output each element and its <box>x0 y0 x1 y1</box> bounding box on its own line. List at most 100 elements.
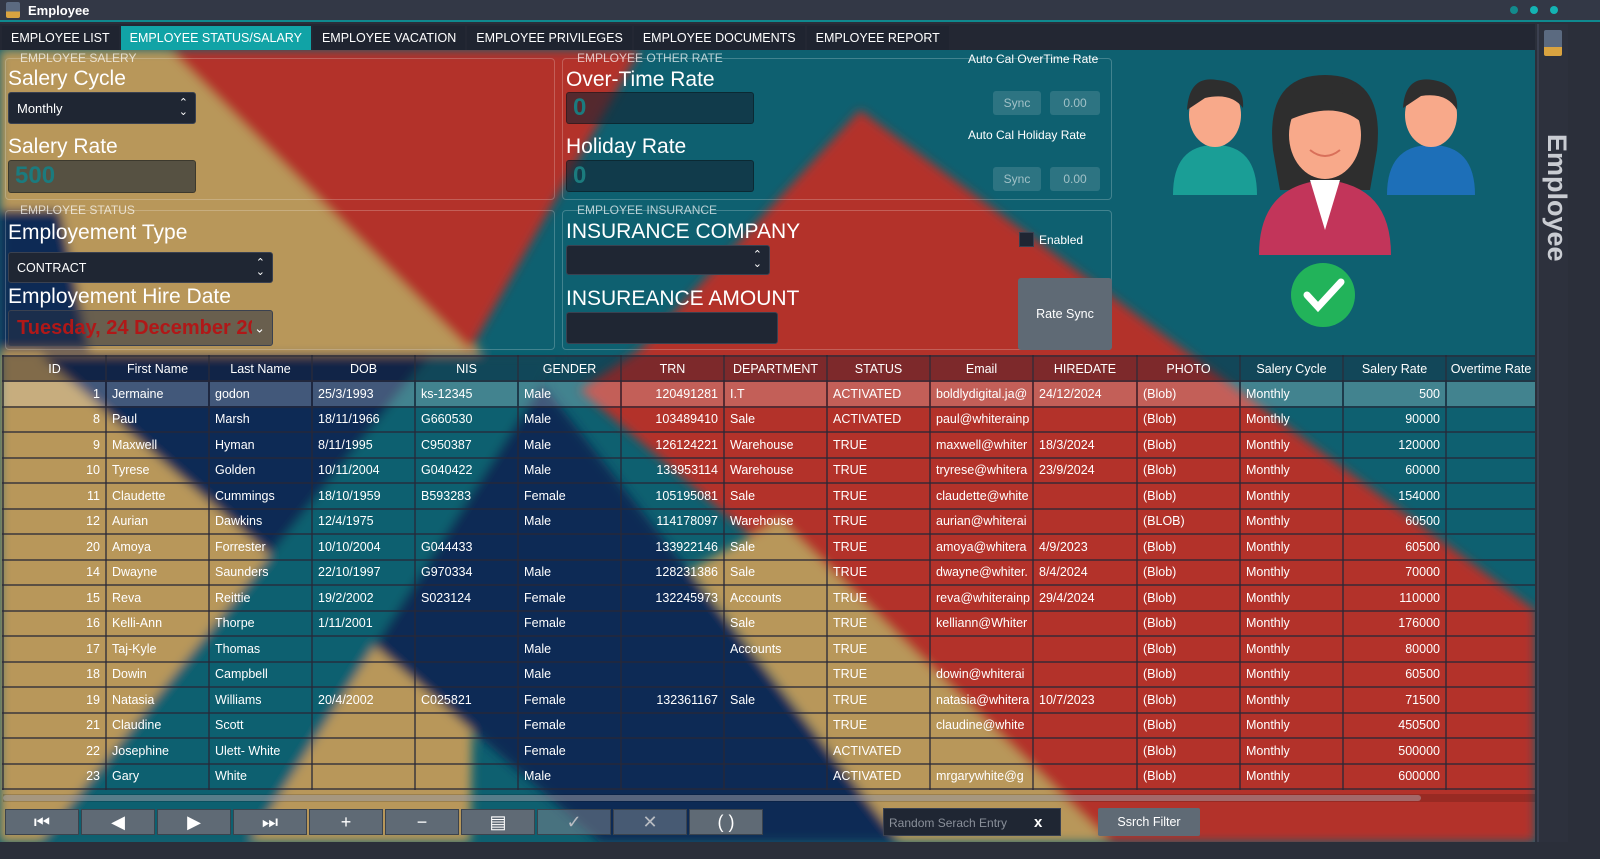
table-cell[interactable]: Claudette <box>105 482 210 510</box>
table-cell[interactable]: Monthly <box>1239 584 1344 612</box>
table-cell[interactable] <box>1032 762 1138 790</box>
table-cell[interactable]: Sale <box>723 482 828 510</box>
table-cell[interactable]: (Blob) <box>1136 711 1241 739</box>
table-cell[interactable]: 25/3/1993 <box>311 380 416 408</box>
table-cell[interactable]: 16 <box>2 609 107 637</box>
table-cell[interactable]: Gary <box>105 762 210 790</box>
table-cell[interactable]: 500 <box>1342 380 1447 408</box>
table-cell[interactable]: ACTIVATED <box>826 380 931 408</box>
table-cell[interactable]: 19/2/2002 <box>311 584 416 612</box>
refresh-record-button[interactable]: ( ) <box>689 809 763 835</box>
table-cell[interactable] <box>414 635 519 663</box>
tab-employee-list[interactable]: EMPLOYEE LIST <box>2 26 119 50</box>
table-cell[interactable]: TRUE <box>826 686 931 714</box>
table-cell[interactable]: (Blob) <box>1136 737 1241 765</box>
table-cell[interactable]: White <box>208 762 313 790</box>
table-cell[interactable]: 60000 <box>1342 456 1447 484</box>
table-row[interactable]: 21 Claudine Scott Female TRUE claudine@white (… <box>2 711 1535 739</box>
table-cell[interactable] <box>620 635 725 663</box>
table-cell[interactable] <box>620 762 725 790</box>
column-header[interactable]: DOB <box>311 355 416 382</box>
table-cell[interactable]: Amoya <box>105 533 210 561</box>
table-cell[interactable]: 12 <box>2 507 107 535</box>
table-cell[interactable]: 18 <box>2 660 107 688</box>
table-cell[interactable]: (Blob) <box>1136 660 1241 688</box>
table-cell[interactable]: Warehouse <box>723 507 828 535</box>
table-cell[interactable]: Male <box>517 405 622 433</box>
table-cell[interactable]: kelliann@Whiter <box>929 609 1034 637</box>
table-cell[interactable]: Female <box>517 711 622 739</box>
table-cell[interactable]: 128231386 <box>620 558 725 586</box>
table-cell[interactable]: 70000 <box>1342 558 1447 586</box>
table-cell[interactable]: 500000 <box>1342 737 1447 765</box>
table-cell[interactable] <box>414 737 519 765</box>
table-cell[interactable] <box>723 762 828 790</box>
table-cell[interactable]: godon <box>208 380 313 408</box>
column-header[interactable]: PHOTO <box>1136 355 1241 382</box>
table-cell[interactable]: Ulett- White <box>208 737 313 765</box>
table-cell[interactable]: Male <box>517 456 622 484</box>
column-header[interactable]: HIREDATE <box>1032 355 1138 382</box>
table-cell[interactable]: 8/4/2024 <box>1032 558 1138 586</box>
table-cell[interactable]: 133922146 <box>620 533 725 561</box>
table-row[interactable]: 20 Amoya Forrester 10/10/2004 G044433 1339221… <box>2 533 1535 561</box>
column-header[interactable]: Email <box>929 355 1034 382</box>
overtime-sync-button[interactable]: Sync <box>993 91 1041 115</box>
table-cell[interactable]: maxwell@whiter <box>929 431 1034 459</box>
table-cell[interactable]: Reva <box>105 584 210 612</box>
table-row[interactable]: 18 Dowin Campbell Male TRUE dowin@whiterai (Bl… <box>2 660 1535 688</box>
table-cell[interactable] <box>414 711 519 739</box>
cancel-record-button[interactable]: ✕ <box>613 809 687 835</box>
table-row[interactable]: 1 Jermaine godon 25/3/1993 ks-12345 Male 12049… <box>2 380 1535 408</box>
column-header[interactable]: GENDER <box>517 355 622 382</box>
table-cell[interactable]: I.T <box>723 380 828 408</box>
table-cell[interactable] <box>1032 609 1138 637</box>
table-cell[interactable] <box>1445 507 1535 535</box>
table-cell[interactable] <box>414 609 519 637</box>
table-cell[interactable]: TRUE <box>826 635 931 663</box>
table-cell[interactable]: 9 <box>2 431 107 459</box>
table-cell[interactable]: 450500 <box>1342 711 1447 739</box>
table-cell[interactable]: 14 <box>2 558 107 586</box>
table-cell[interactable]: 110000 <box>1342 584 1447 612</box>
search-input[interactable]: Random Serach Entry x <box>883 808 1061 836</box>
table-cell[interactable] <box>311 762 416 790</box>
table-cell[interactable] <box>723 737 828 765</box>
table-cell[interactable]: TRUE <box>826 711 931 739</box>
table-cell[interactable]: Cummings <box>208 482 313 510</box>
table-cell[interactable] <box>620 737 725 765</box>
table-cell[interactable]: 103489410 <box>620 405 725 433</box>
table-cell[interactable]: (Blob) <box>1136 380 1241 408</box>
column-header[interactable]: Salery Rate <box>1342 355 1447 382</box>
table-cell[interactable]: Golden <box>208 456 313 484</box>
table-cell[interactable]: 15 <box>2 584 107 612</box>
table-cell[interactable] <box>311 660 416 688</box>
table-cell[interactable]: 12/4/1975 <box>311 507 416 535</box>
table-cell[interactable]: Hyman <box>208 431 313 459</box>
table-cell[interactable]: boldlydigital.ja@ <box>929 380 1034 408</box>
table-cell[interactable]: TRUE <box>826 584 931 612</box>
table-cell[interactable]: Josephine <box>105 737 210 765</box>
table-cell[interactable] <box>723 660 828 688</box>
tab-employee-privileges[interactable]: EMPLOYEE PRIVILEGES <box>467 26 632 50</box>
tab-employee-report[interactable]: EMPLOYEE REPORT <box>806 26 949 50</box>
table-cell[interactable]: 24/12/2024 <box>1032 380 1138 408</box>
table-cell[interactable]: 71500 <box>1342 686 1447 714</box>
table-cell[interactable]: C025821 <box>414 686 519 714</box>
table-cell[interactable]: Natasia <box>105 686 210 714</box>
table-cell[interactable]: 29/4/2024 <box>1032 584 1138 612</box>
rate-sync-button[interactable]: Rate Sync <box>1018 278 1112 350</box>
table-cell[interactable]: (Blob) <box>1136 686 1241 714</box>
table-cell[interactable] <box>1032 482 1138 510</box>
table-cell[interactable]: Male <box>517 660 622 688</box>
table-cell[interactable]: 8 <box>2 405 107 433</box>
table-cell[interactable]: 120491281 <box>620 380 725 408</box>
table-cell[interactable]: Monthly <box>1239 431 1344 459</box>
search-filter-button[interactable]: Ssrch Filter <box>1098 808 1200 836</box>
table-cell[interactable]: Thomas <box>208 635 313 663</box>
table-cell[interactable]: 90000 <box>1342 405 1447 433</box>
table-row[interactable]: 17 Taj-Kyle Thomas Male Accounts TRUE (Blob) Mo… <box>2 635 1535 663</box>
table-cell[interactable]: Aurian <box>105 507 210 535</box>
table-cell[interactable]: 105195081 <box>620 482 725 510</box>
table-cell[interactable] <box>1445 711 1535 739</box>
